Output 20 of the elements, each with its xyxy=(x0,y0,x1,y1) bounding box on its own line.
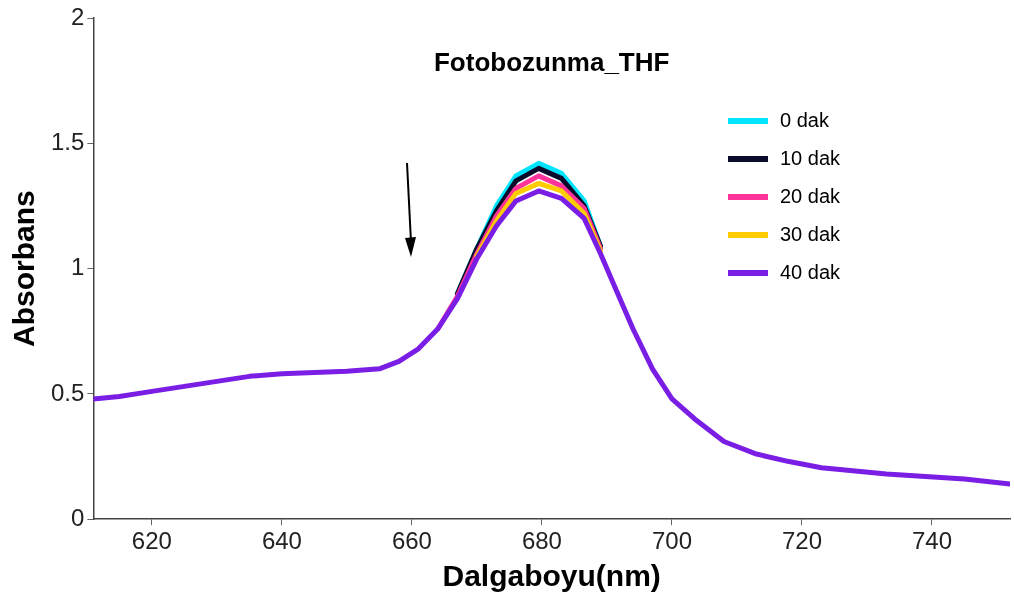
legend-label: 10 dak xyxy=(780,146,842,169)
x-tick-label: 680 xyxy=(521,527,562,555)
text: Fotobozunma_THF xyxy=(433,47,670,78)
y-tick-label: 1.5 xyxy=(50,127,85,155)
x-tick-label: 740 xyxy=(911,527,953,555)
legend-label: 30 dak xyxy=(780,222,842,245)
x-tick-label: 700 xyxy=(651,527,692,555)
legend-label: 0 dak xyxy=(780,108,830,131)
x-axis-title: Dalgaboyu(nm) xyxy=(442,559,661,593)
y-axis-title: Absorbans xyxy=(7,190,41,347)
x-tick-label: 660 xyxy=(391,527,432,555)
x-tick-label: 640 xyxy=(261,527,302,555)
y-tick-label: 1 xyxy=(71,253,85,281)
legend-label: 40 dak xyxy=(780,260,842,283)
legend-label: 20 dak xyxy=(780,184,842,207)
x-tick-label: 720 xyxy=(781,527,822,555)
y-tick-label: 0 xyxy=(71,503,85,531)
y-tick-label: 0.5 xyxy=(50,378,85,406)
x-tick-label: 620 xyxy=(131,527,172,555)
y-tick-label: 2 xyxy=(71,2,85,30)
